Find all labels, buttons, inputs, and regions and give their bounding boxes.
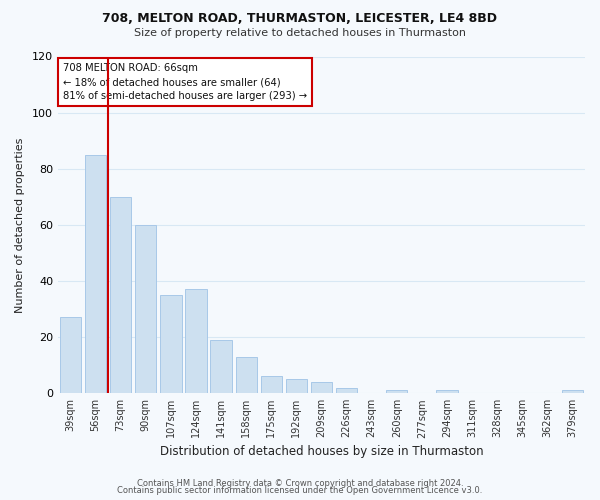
Bar [60,318,81,393]
X-axis label: Distribution of detached houses by size in Thurmaston: Distribution of detached houses by size … [160,444,483,458]
Bar [336,388,357,393]
Bar [562,390,583,393]
Bar [311,382,332,393]
Bar [185,290,206,393]
Bar [236,356,257,393]
Text: 708, MELTON ROAD, THURMASTON, LEICESTER, LE4 8BD: 708, MELTON ROAD, THURMASTON, LEICESTER,… [103,12,497,26]
Bar [85,154,106,393]
Bar [260,376,282,393]
Bar [286,379,307,393]
Text: 708 MELTON ROAD: 66sqm
← 18% of detached houses are smaller (64)
81% of semi-det: 708 MELTON ROAD: 66sqm ← 18% of detached… [63,63,307,101]
Bar [436,390,458,393]
Bar [160,295,182,393]
Text: Size of property relative to detached houses in Thurmaston: Size of property relative to detached ho… [134,28,466,38]
Bar [110,197,131,393]
Text: Contains HM Land Registry data © Crown copyright and database right 2024.: Contains HM Land Registry data © Crown c… [137,478,463,488]
Bar [386,390,407,393]
Bar [211,340,232,393]
Bar [135,225,157,393]
Y-axis label: Number of detached properties: Number of detached properties [15,137,25,312]
Text: Contains public sector information licensed under the Open Government Licence v3: Contains public sector information licen… [118,486,482,495]
